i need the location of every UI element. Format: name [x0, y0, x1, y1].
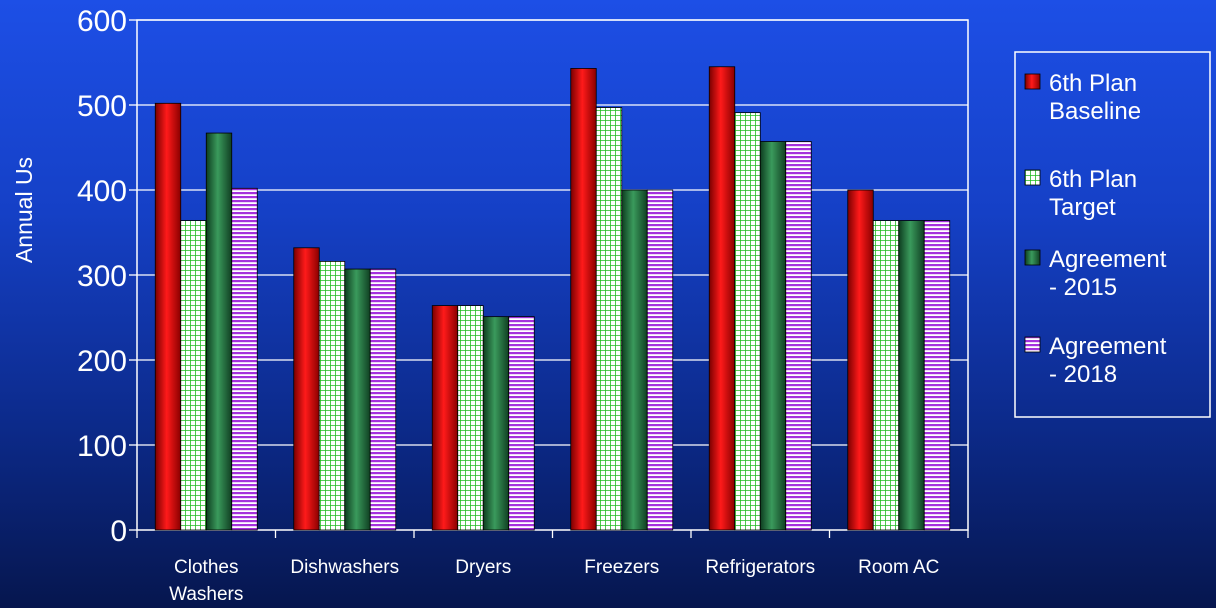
legend-label: Agreement	[1049, 246, 1167, 273]
bar	[431, 305, 459, 531]
bar	[457, 305, 484, 531]
y-tick-label: 300	[77, 260, 127, 293]
bar	[482, 316, 510, 531]
bar	[898, 220, 925, 531]
x-category-label: Clothes	[174, 557, 238, 578]
legend-swatch	[1024, 249, 1041, 266]
legend-swatch	[1024, 73, 1041, 90]
x-category-label: Refrigerators	[705, 557, 815, 578]
legend-swatch	[1024, 169, 1041, 186]
legend-label: - 2018	[1049, 361, 1117, 388]
bar	[646, 189, 674, 531]
bar	[369, 268, 397, 531]
legend-swatch	[1024, 336, 1041, 353]
bar	[621, 189, 648, 531]
bar	[344, 268, 371, 531]
legend-label: Baseline	[1049, 98, 1141, 125]
y-tick-label: 600	[77, 5, 127, 38]
x-category-label: Dryers	[455, 557, 511, 578]
x-category-label: Room AC	[858, 557, 939, 578]
bar	[872, 220, 900, 531]
bar	[785, 141, 812, 531]
bar	[318, 260, 346, 531]
bar	[595, 107, 623, 531]
bar	[205, 132, 233, 531]
bar	[231, 187, 258, 531]
y-tick-label: 100	[77, 430, 127, 463]
y-tick-label: 500	[77, 90, 127, 123]
bar	[508, 316, 535, 531]
y-tick-label: 0	[110, 515, 127, 548]
legend-label: 6th Plan	[1049, 166, 1137, 193]
bar	[570, 68, 597, 531]
legend-box	[1014, 51, 1211, 418]
bar	[180, 220, 207, 531]
y-axis-label: Annual Us	[11, 157, 37, 263]
bar	[759, 141, 787, 531]
legend-label: - 2015	[1049, 274, 1117, 301]
x-category-label: Washers	[169, 584, 243, 605]
legend-label: 6th Plan	[1049, 70, 1137, 97]
x-category-label: Dishwashers	[290, 557, 399, 578]
legend-label: Target	[1049, 194, 1116, 221]
bar	[847, 189, 874, 531]
bar	[708, 66, 736, 531]
bar	[293, 247, 320, 531]
y-tick-label: 400	[77, 175, 127, 208]
y-tick-label: 200	[77, 345, 127, 378]
bar	[154, 102, 182, 531]
bar	[734, 112, 761, 531]
legend-label: Agreement	[1049, 333, 1167, 360]
bar	[923, 220, 951, 531]
x-category-label: Freezers	[584, 557, 659, 578]
